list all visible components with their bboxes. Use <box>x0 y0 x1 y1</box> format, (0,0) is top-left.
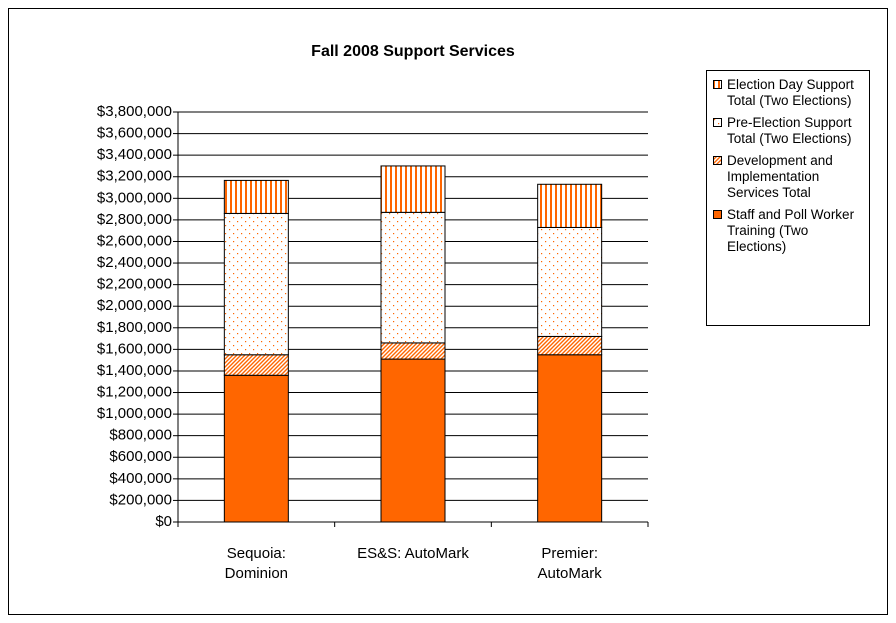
y-tick-label: $800,000 <box>109 427 172 444</box>
chart-title: Fall 2008 Support Services <box>311 43 515 60</box>
bar-segment <box>380 211 446 344</box>
bar-segment <box>537 226 603 337</box>
legend-swatch-box <box>713 80 722 89</box>
legend-label: Staff and Poll Worker Training (Two Elec… <box>727 207 855 254</box>
y-tick-label: $2,800,000 <box>97 211 172 228</box>
bar-segment <box>380 165 446 213</box>
y-tick-label: $400,000 <box>109 470 172 487</box>
x-tick-label: Sequoia: Dominion <box>224 545 289 582</box>
bar-segment <box>380 358 446 523</box>
legend-item: Staff and Poll Worker Training (Two Elec… <box>711 207 865 255</box>
legend-swatch-box <box>713 210 722 219</box>
x-tick-label: Premier: AutoMark <box>537 545 602 582</box>
legend-label: Pre-Election Support Total (Two Election… <box>727 115 852 146</box>
bar-segment <box>380 342 446 360</box>
bar-segment <box>537 335 603 356</box>
y-tick-label: $2,600,000 <box>97 232 172 249</box>
y-tick-label: $1,600,000 <box>97 340 172 357</box>
legend-label: Election Day Support Total (Two Election… <box>727 77 854 108</box>
y-tick-label: $600,000 <box>109 448 172 465</box>
chart-border <box>8 8 888 615</box>
legend-swatch <box>713 118 722 127</box>
legend-swatch-box <box>713 118 722 127</box>
y-tick-label: $1,000,000 <box>97 405 172 422</box>
bar-segment <box>223 179 289 214</box>
legend-label: Development and Implementation Services … <box>727 153 833 200</box>
y-tick-label: $3,000,000 <box>97 189 172 206</box>
y-tick-label: $3,200,000 <box>97 168 172 185</box>
legend-swatch-box <box>713 156 722 165</box>
bar-segment <box>223 374 289 523</box>
y-tick-label: $3,800,000 <box>97 103 172 120</box>
y-tick-label: $1,400,000 <box>97 362 172 379</box>
legend-item: Pre-Election Support Total (Two Election… <box>711 115 865 147</box>
legend-item: Development and Implementation Services … <box>711 153 865 201</box>
legend-swatch <box>713 80 722 89</box>
bar-segment <box>223 354 289 376</box>
y-tick-label: $2,200,000 <box>97 276 172 293</box>
legend-item: Election Day Support Total (Two Election… <box>711 77 865 109</box>
y-tick-label: $3,400,000 <box>97 146 172 163</box>
legend-swatch <box>713 210 722 219</box>
y-tick-label: $200,000 <box>109 491 172 508</box>
legend-swatch <box>713 156 722 165</box>
y-tick-label: $3,600,000 <box>97 125 172 142</box>
bar-segment <box>537 183 603 228</box>
y-tick-label: $0 <box>155 513 172 530</box>
y-tick-label: $1,800,000 <box>97 319 172 336</box>
y-tick-label: $1,200,000 <box>97 383 172 400</box>
y-tick-label: $2,000,000 <box>97 297 172 314</box>
legend: Election Day Support Total (Two Election… <box>706 70 870 326</box>
bar-segment <box>537 354 603 523</box>
y-tick-label: $2,400,000 <box>97 254 172 271</box>
bar-segment <box>223 212 289 356</box>
x-tick-label: ES&S: AutoMark <box>357 545 469 562</box>
